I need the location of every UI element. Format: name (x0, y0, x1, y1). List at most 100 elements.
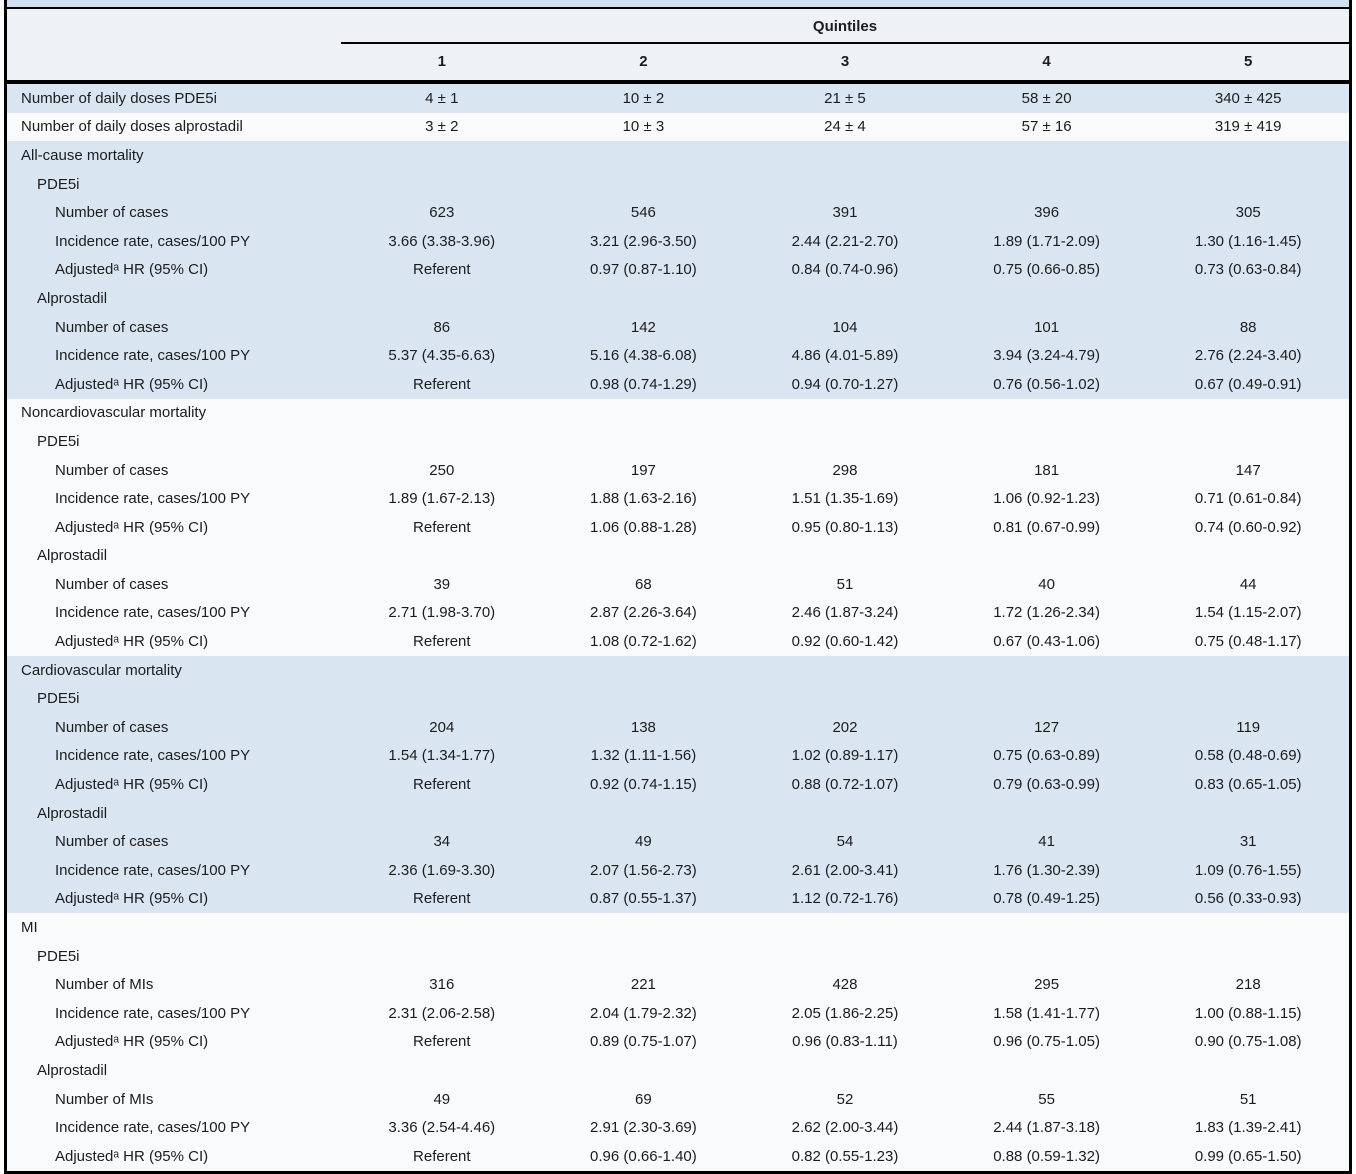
table-row: Number of cases 204 138 202 127 119 (7, 713, 1349, 742)
cell: 1.51 (1.35-1.69) (791, 490, 899, 508)
cell: 0.97 (0.87-1.10) (590, 261, 697, 279)
cell: 1.83 (1.39-2.41) (1194, 1119, 1302, 1137)
row-label: Number of daily doses alprostadil (21, 118, 243, 136)
cell: 2.44 (1.87-3.18) (993, 1119, 1100, 1137)
cell: 3.66 (3.38-3.96) (388, 232, 496, 250)
cell: Referent (413, 633, 471, 651)
cell (341, 141, 543, 170)
cell: 0.88 (0.59-1.32) (993, 1147, 1100, 1165)
cell: 55 (1038, 1090, 1055, 1108)
cell (946, 942, 1148, 971)
table-header: Quintiles 1 2 3 4 5 (7, 9, 1349, 80)
cell (744, 684, 946, 713)
row-label: All-cause mortality (21, 146, 144, 164)
cell (946, 799, 1148, 828)
cell: 305 (1235, 204, 1261, 222)
table-row: Alprostadil (7, 541, 1349, 571)
cell (543, 170, 745, 199)
table-row: Incidence rate, cases/100 PY 2.71 (1.98-3… (7, 598, 1349, 628)
cell: 0.76 (0.56-1.02) (993, 375, 1100, 393)
table-body: Number of daily doses PDE5i 4 ± 1 10 ± 2 21… (7, 84, 1349, 1171)
table-row: Noncardiovascular mortality (7, 398, 1349, 428)
table-row: Adjustedᵃ HR (95% CI) Referent 0.96 (0.66-… (7, 1141, 1349, 1171)
cell: 49 (433, 1090, 451, 1108)
cell (744, 942, 946, 971)
row-label: Adjustedᵃ HR (95% CI) (55, 261, 209, 279)
cell: 5.16 (4.38-6.08) (590, 347, 697, 365)
cell (744, 913, 946, 942)
row-label: Number of cases (55, 575, 169, 593)
row-label: Number of cases (55, 833, 169, 851)
cell: 142 (630, 318, 656, 336)
cell: 0.84 (0.74-0.96) (791, 261, 899, 279)
cell: 39 (433, 575, 451, 593)
cell: 2.61 (2.00-3.41) (791, 861, 899, 879)
row-label: Adjustedᵃ HR (95% CI) (55, 1147, 209, 1165)
top-rule (7, 7, 1349, 9)
cell (744, 656, 946, 685)
cell (744, 1056, 946, 1085)
cell (1147, 170, 1349, 199)
row-label: Adjustedᵃ HR (95% CI) (55, 776, 209, 794)
cell: 2.62 (2.00-3.44) (791, 1119, 899, 1137)
cell: 0.99 (0.65-1.50) (1194, 1147, 1302, 1165)
table-row: Adjustedᵃ HR (95% CI) Referent 1.08 (0.72-… (7, 627, 1349, 656)
table-row: Adjustedᵃ HR (95% CI) Referent 0.89 (0.75-… (7, 1027, 1349, 1057)
cell: 1.06 (0.88-1.28) (590, 518, 697, 536)
cell: 340 ± 425 (1214, 89, 1282, 107)
cell: 86 (433, 318, 451, 336)
row-label: Incidence rate, cases/100 PY (55, 490, 251, 508)
cell: 1.00 (0.88-1.15) (1194, 1004, 1302, 1022)
row-label: Number of cases (55, 718, 169, 736)
cell (744, 399, 946, 428)
quintile-columns: 1 2 3 4 5 (341, 44, 1349, 80)
cell (946, 170, 1148, 199)
cell (1147, 141, 1349, 170)
cell: 0.87 (0.55-1.37) (590, 890, 697, 908)
row-label: PDE5i (37, 432, 80, 450)
cell: 204 (429, 718, 455, 736)
row-label: Incidence rate, cases/100 PY (55, 232, 251, 250)
cell: 0.89 (0.75-1.07) (590, 1033, 697, 1051)
cell: 0.79 (0.63-0.99) (993, 776, 1100, 794)
cell: 2.71 (1.98-3.70) (388, 604, 496, 622)
cell (946, 399, 1148, 428)
table-row: Alprostadil (7, 1056, 1349, 1085)
cell: 250 (429, 461, 455, 479)
table-row: Number of cases 39 68 51 40 44 (7, 570, 1349, 599)
cell: Referent (413, 375, 471, 393)
cell: 623 (429, 204, 455, 222)
table-row: PDE5i (7, 941, 1349, 971)
cell: 0.78 (0.49-1.25) (993, 890, 1100, 908)
cell: 1.54 (1.15-2.07) (1194, 604, 1302, 622)
row-label: PDE5i (37, 947, 80, 965)
cell: 1.58 (1.41-1.77) (993, 1004, 1100, 1022)
cell: 218 (1235, 976, 1261, 994)
cell (341, 1056, 543, 1085)
table-row: Incidence rate, cases/100 PY 3.66 (3.38-3… (7, 226, 1349, 256)
cell: Referent (413, 261, 471, 279)
cell: 0.58 (0.48-0.69) (1194, 747, 1302, 765)
table-row: PDE5i (7, 684, 1349, 714)
cell: 0.96 (0.83-1.11) (792, 1033, 898, 1051)
cell (946, 542, 1148, 571)
row-label: Adjustedᵃ HR (95% CI) (55, 890, 209, 908)
cell (341, 542, 543, 571)
table-row: MI (7, 913, 1349, 942)
row-label: Incidence rate, cases/100 PY (55, 1119, 251, 1137)
row-label: Number of daily doses PDE5i (21, 89, 217, 107)
cell: Referent (413, 518, 471, 536)
cell (543, 913, 745, 942)
cell (341, 684, 543, 713)
row-label: Number of cases (55, 461, 169, 479)
cell (341, 284, 543, 313)
cell: 44 (1239, 575, 1257, 593)
cell (946, 656, 1148, 685)
table-row: Adjustedᵃ HR (95% CI) Referent 1.06 (0.88-… (7, 512, 1349, 542)
cell: 197 (630, 461, 656, 479)
table-row: Number of cases 250 197 298 181 147 (7, 455, 1349, 485)
cell: 0.98 (0.74-1.29) (590, 375, 697, 393)
cell: 10 ± 3 (622, 118, 665, 136)
cell (543, 141, 745, 170)
table-row: Number of MIs 49 69 52 55 51 (7, 1084, 1349, 1114)
